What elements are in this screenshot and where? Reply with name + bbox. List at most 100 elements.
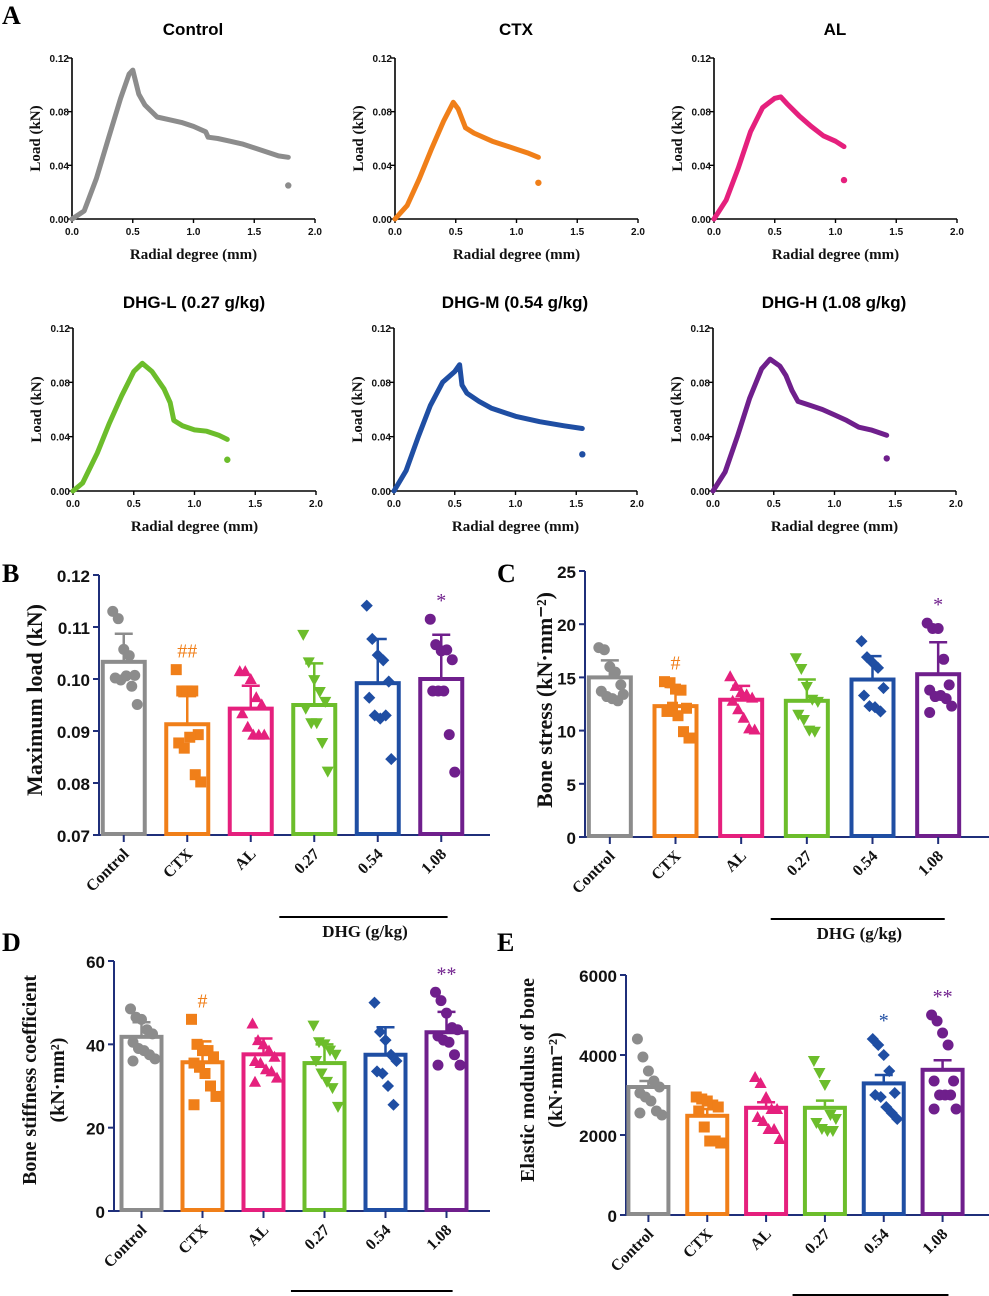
x-tick-label: 2.0 — [950, 227, 964, 238]
data-point — [251, 1034, 265, 1046]
data-point — [617, 688, 629, 700]
data-point — [435, 995, 447, 1007]
data-point — [826, 1126, 839, 1138]
data-point — [452, 1024, 463, 1036]
y-tick-label: 0 — [96, 1203, 105, 1222]
subplot-title: AL — [824, 20, 847, 39]
data-point — [368, 996, 381, 1009]
x-tick-label: 2.0 — [631, 227, 645, 238]
data-point — [308, 675, 321, 687]
data-point — [675, 684, 687, 696]
bar-group-027: 0.27 — [802, 1056, 847, 1258]
data-point — [938, 653, 950, 665]
x-tick-label: 1.5 — [569, 499, 583, 510]
data-point — [299, 703, 312, 715]
y-tick-label: 0.11 — [58, 619, 90, 638]
significance-marker: # — [671, 653, 681, 675]
data-point — [818, 1080, 831, 1092]
data-point — [446, 654, 458, 666]
data-point — [329, 1049, 342, 1061]
data-point — [126, 680, 138, 692]
data-point — [888, 1086, 901, 1100]
x-tick-label: AL — [747, 1226, 775, 1254]
x-tick-label: Control — [569, 847, 619, 897]
data-point — [379, 1034, 392, 1047]
data-point — [928, 1103, 940, 1115]
y-tick-label: 0.08 — [372, 378, 392, 389]
data-point — [424, 613, 436, 625]
end-point — [883, 455, 890, 462]
data-point — [441, 1007, 452, 1019]
data-point — [732, 703, 745, 715]
data-point — [239, 665, 252, 677]
bar-group-al: AL — [241, 1017, 286, 1250]
data-point — [871, 661, 885, 674]
data-point — [363, 691, 376, 704]
data-point — [210, 1090, 222, 1102]
data-point — [808, 726, 821, 738]
bar-group-ctx: CTX ## — [160, 641, 211, 882]
data-point — [683, 732, 695, 744]
x-tick-label: 1.0 — [829, 227, 843, 238]
bar — [424, 1030, 469, 1212]
data-point — [754, 1076, 767, 1088]
data-point — [331, 1101, 345, 1113]
y-tick-label: 0.12 — [50, 54, 70, 65]
x-tick-label: 0.27 — [291, 846, 323, 878]
data-point — [250, 691, 263, 703]
bar — [802, 1105, 847, 1217]
x-tick-label: 1.0 — [510, 227, 524, 238]
data-point — [443, 1036, 455, 1048]
x-tick-label: 1.5 — [247, 227, 261, 238]
panel-e-elastic-modulus-chart: 0 2000 4000 6000 Elastic modulus of bone (kN·… — [517, 967, 989, 1296]
x-tick-label: AL — [722, 848, 750, 876]
y-tick-label: 0.08 — [373, 108, 393, 119]
y-tick-label: 0.12 — [691, 324, 711, 335]
line-subplot-4: DHG-L (0.27 g/kg) 0.00 0.04 0.08 0.12 0.0 0.5 1… — [29, 293, 323, 535]
data-point — [309, 1056, 323, 1068]
bar-group-027: 0.27 — [302, 1020, 347, 1254]
x-tick-label: 1.08 — [418, 846, 450, 878]
y-axis-label: Load (kN) — [351, 105, 367, 171]
y-tick-label: 0.04 — [51, 433, 71, 444]
x-tick-label: 0.0 — [388, 227, 402, 238]
load-curve — [391, 362, 585, 494]
y-tick-label: 20 — [86, 1120, 105, 1139]
data-point — [609, 666, 621, 678]
data-point — [449, 766, 461, 778]
data-point — [244, 672, 257, 684]
data-point — [195, 776, 207, 788]
x-tick-label: 0.0 — [66, 499, 80, 510]
data-point — [315, 1068, 328, 1080]
significance-marker: ** — [437, 963, 457, 985]
x-tick-label: AL — [245, 1222, 273, 1250]
y-axis-label: Bone stress (kN·mm⁻²) — [532, 592, 557, 808]
data-point — [751, 1110, 764, 1122]
data-point — [432, 1059, 444, 1071]
data-point — [192, 729, 204, 741]
y-tick-label: 0.08 — [692, 108, 712, 119]
y-tick-label: 0.12 — [373, 54, 393, 65]
data-point — [872, 1038, 885, 1052]
data-point — [857, 689, 871, 702]
x-tick-label: 1.08 — [424, 1222, 456, 1254]
data-point — [932, 622, 944, 634]
end-point — [535, 179, 542, 186]
y-tick-label: 0.09 — [57, 723, 90, 742]
data-point — [438, 685, 450, 697]
load-curve — [69, 67, 291, 222]
end-point — [285, 182, 292, 189]
data-point — [254, 1057, 267, 1069]
data-point — [149, 1053, 161, 1065]
x-tick-label: 1.08 — [920, 1226, 952, 1258]
data-point — [746, 691, 759, 703]
panel-b-max-load-chart: 0.07 0.08 0.09 0.10 0.11 0.12 Maximum load (kN… — [22, 567, 490, 941]
data-point — [131, 698, 143, 710]
panel-letter-a: A — [2, 1, 21, 30]
y-tick-label: 0 — [608, 1207, 617, 1226]
y-tick-label: 0.00 — [50, 215, 70, 226]
x-tick-label: 1.5 — [889, 227, 903, 238]
data-point — [147, 1028, 158, 1040]
x-tick-label: Control — [101, 1221, 151, 1271]
